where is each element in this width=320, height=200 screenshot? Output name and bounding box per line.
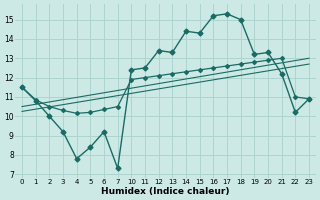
X-axis label: Humidex (Indice chaleur): Humidex (Indice chaleur)	[101, 187, 230, 196]
